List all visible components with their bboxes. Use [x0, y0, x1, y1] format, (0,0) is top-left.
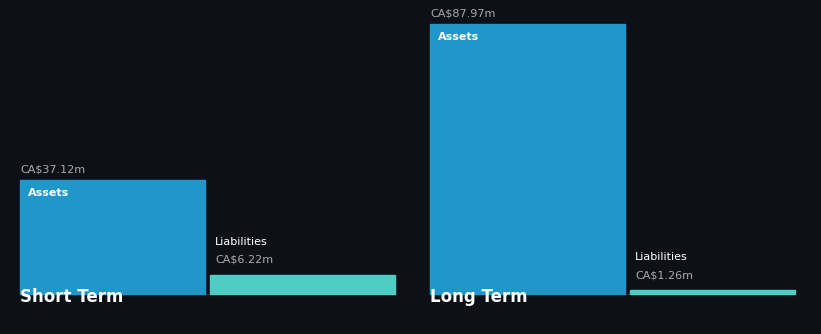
Text: Short Term: Short Term: [20, 288, 123, 306]
Text: CA$1.26m: CA$1.26m: [635, 270, 693, 280]
Bar: [630, 290, 795, 294]
Text: Liabilities: Liabilities: [215, 237, 268, 247]
Text: Assets: Assets: [438, 32, 479, 42]
Text: Assets: Assets: [28, 188, 69, 198]
Text: Liabilities: Liabilities: [635, 252, 688, 262]
Bar: [20, 180, 205, 294]
Text: Long Term: Long Term: [430, 288, 528, 306]
Text: CA$37.12m: CA$37.12m: [20, 164, 85, 174]
Bar: [210, 275, 395, 294]
Bar: [430, 24, 625, 294]
Text: CA$6.22m: CA$6.22m: [215, 255, 273, 265]
Text: CA$87.97m: CA$87.97m: [430, 8, 495, 18]
